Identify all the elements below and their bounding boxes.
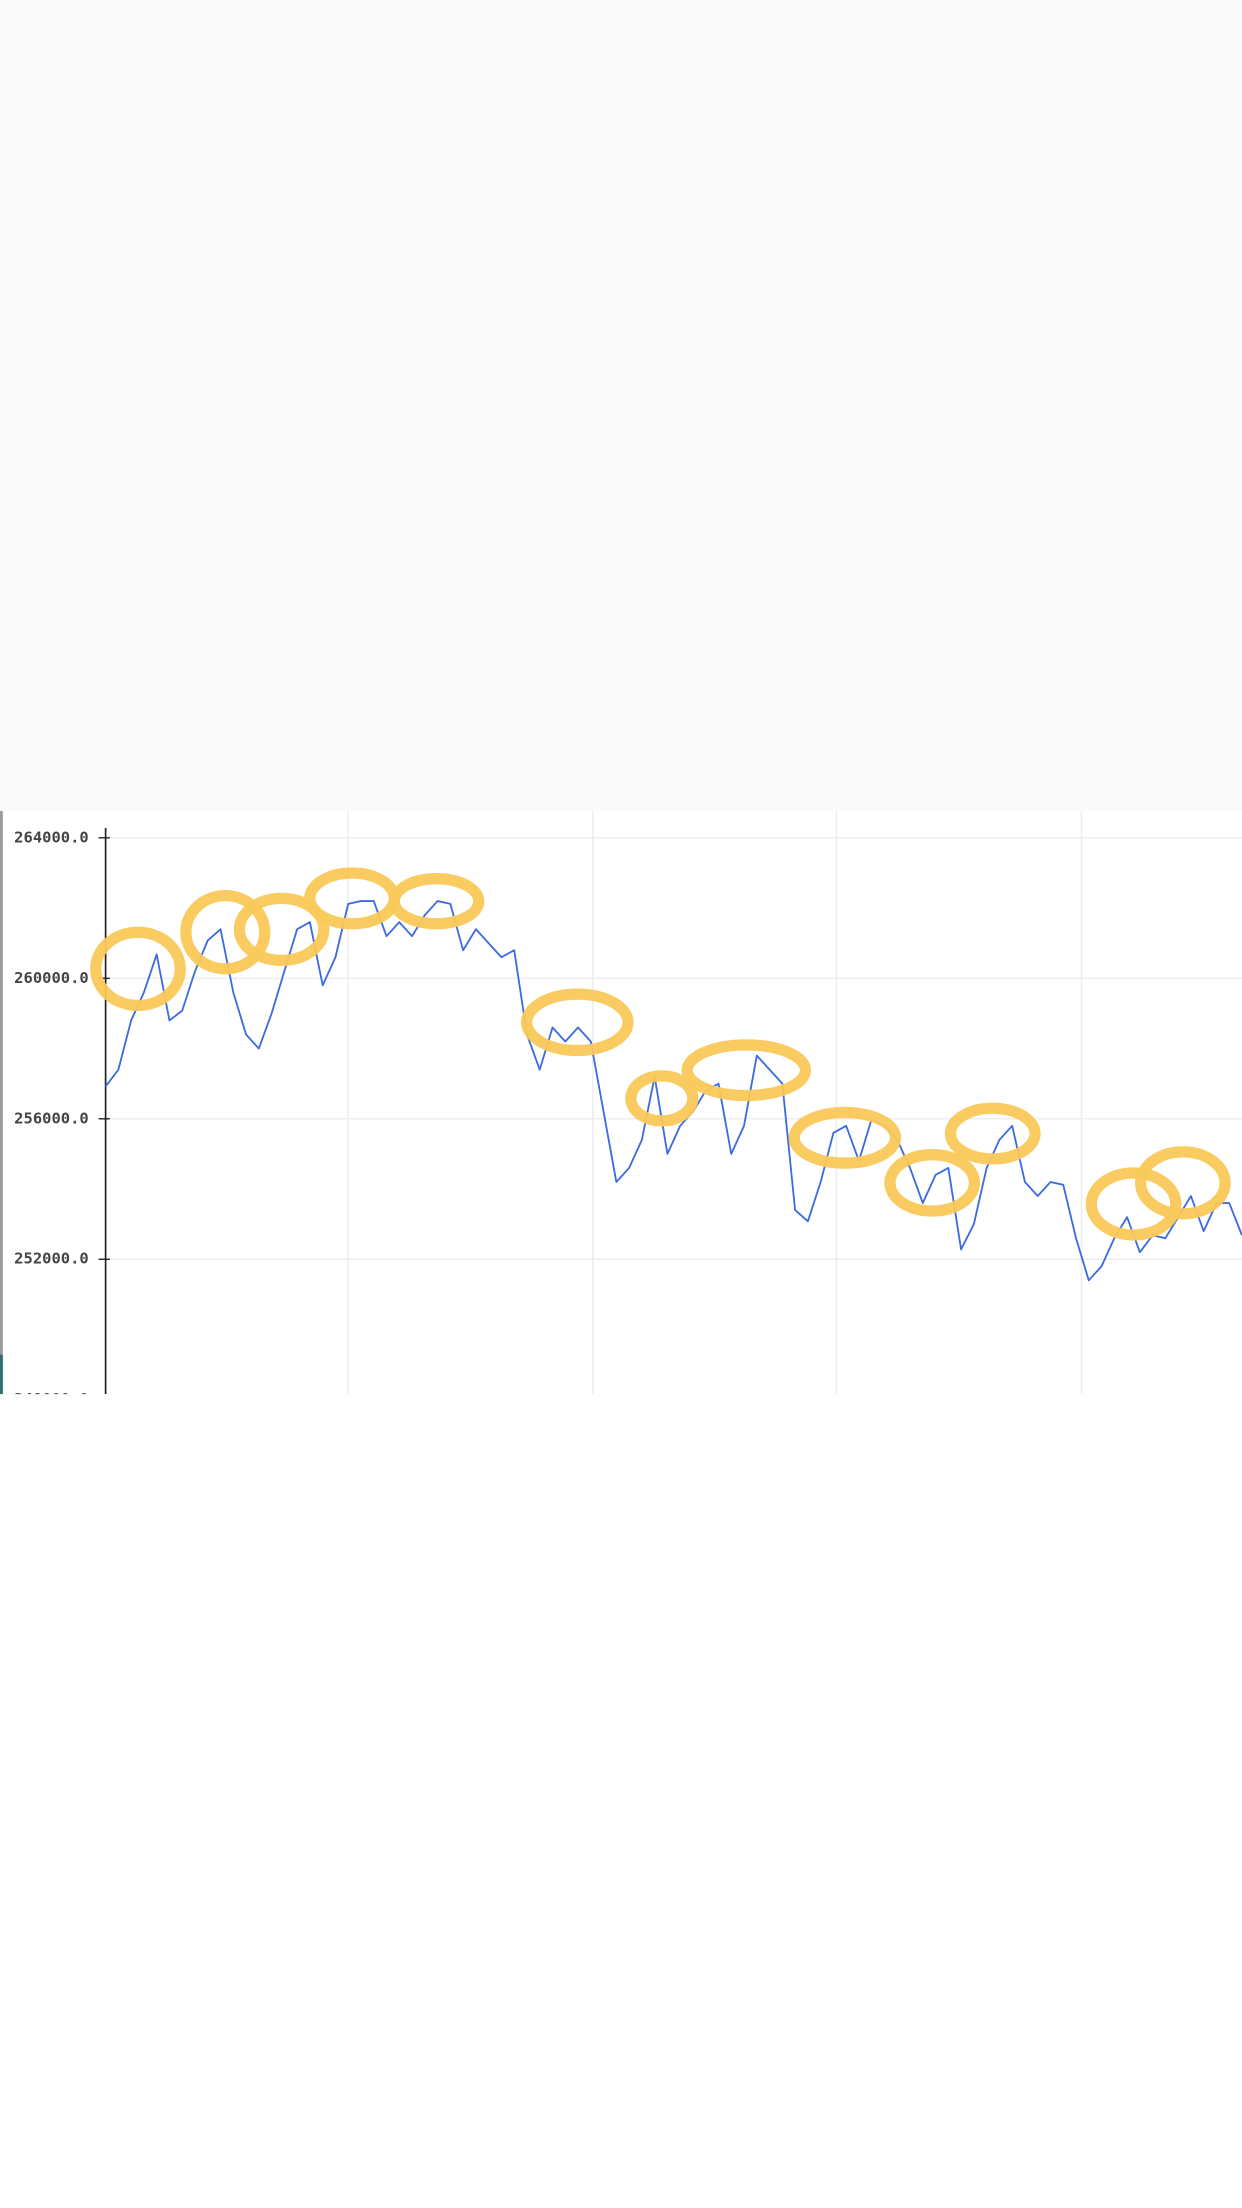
y-tick-label: 256000.0 <box>14 1109 89 1127</box>
scribble <box>90 926 186 1012</box>
scribble <box>788 1106 902 1169</box>
y-tick-label: 260000.0 <box>14 969 89 987</box>
scribble <box>625 1070 699 1127</box>
scribble <box>521 988 634 1057</box>
y-tick-label: 248000.0 <box>14 1390 89 1408</box>
top-area <box>0 0 1242 812</box>
scribble <box>388 873 485 930</box>
scribble <box>884 1149 981 1217</box>
y-tick-label: 252000.0 <box>14 1250 89 1268</box>
left-edge <box>0 811 3 1395</box>
scribble <box>180 889 271 975</box>
chart-panel <box>0 811 1242 1395</box>
scribble <box>1134 1146 1231 1220</box>
left-edge-accent <box>0 1354 3 1395</box>
scribble <box>233 892 330 966</box>
scribble <box>944 1102 1041 1165</box>
scribble <box>681 1039 812 1102</box>
y-tick-label: 264000.0 <box>14 828 89 846</box>
data-line <box>104 900 1242 1282</box>
scribble <box>1085 1167 1182 1241</box>
scribbles <box>90 867 1231 1241</box>
